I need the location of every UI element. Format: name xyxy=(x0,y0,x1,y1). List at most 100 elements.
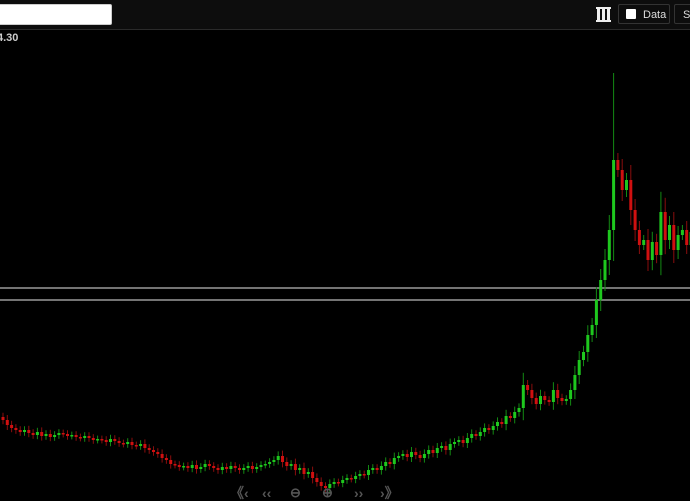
candle xyxy=(191,461,194,472)
candle xyxy=(569,383,572,405)
candlestick-chart[interactable] xyxy=(0,30,690,500)
candle xyxy=(384,457,387,470)
candle-body xyxy=(500,422,503,424)
candle-body xyxy=(518,408,521,412)
candle-body xyxy=(556,390,559,398)
candle-body xyxy=(247,466,250,468)
candle-body xyxy=(612,160,615,230)
candle-body xyxy=(92,438,95,440)
candle-body xyxy=(255,467,258,469)
candle xyxy=(389,458,392,468)
candle-body xyxy=(466,438,469,443)
candle xyxy=(621,159,624,201)
candle-body xyxy=(178,465,181,467)
candle-body xyxy=(156,452,159,454)
candle xyxy=(156,448,159,458)
candle-body xyxy=(350,478,353,480)
candle xyxy=(681,225,684,240)
candle-body xyxy=(393,458,396,464)
previous-icon[interactable]: ‹‹ xyxy=(262,486,271,500)
zoom-in-icon[interactable]: ⊕ xyxy=(322,486,333,500)
candle xyxy=(659,192,662,275)
candle xyxy=(195,460,198,473)
candle xyxy=(358,470,361,480)
candle xyxy=(634,199,637,241)
candle xyxy=(238,464,241,474)
candle-body xyxy=(475,434,478,436)
next-icon[interactable]: ›› xyxy=(354,486,363,500)
candle-body xyxy=(186,466,189,468)
candle xyxy=(143,439,146,452)
candle-body xyxy=(195,465,198,469)
candle xyxy=(19,426,22,436)
candle-body xyxy=(62,433,65,435)
candle xyxy=(608,215,611,275)
candle-body xyxy=(436,448,439,453)
candle xyxy=(638,221,641,254)
candle-body xyxy=(432,450,435,453)
candle xyxy=(556,384,559,404)
candle xyxy=(255,463,258,473)
candle-body xyxy=(96,439,99,441)
candle xyxy=(410,447,413,462)
candle-body xyxy=(453,442,456,444)
second-toolbar-button[interactable]: St xyxy=(674,4,690,24)
candle xyxy=(70,432,73,440)
candle-body xyxy=(659,212,662,255)
candle-body xyxy=(604,260,607,280)
candle xyxy=(453,438,456,448)
candle-body xyxy=(32,433,35,435)
candle xyxy=(169,455,172,468)
candle-body xyxy=(53,435,56,437)
candle-body xyxy=(285,462,288,466)
last-page-icon[interactable]: ›》 xyxy=(380,486,399,500)
candle-body xyxy=(27,430,30,433)
candle xyxy=(449,439,452,456)
candle xyxy=(518,403,521,416)
candle-body xyxy=(595,300,598,325)
candle xyxy=(496,417,499,430)
candle xyxy=(677,226,680,259)
candle xyxy=(371,464,374,474)
zoom-out-icon[interactable]: ⊖ xyxy=(290,486,301,500)
candle xyxy=(444,441,447,454)
candle-body xyxy=(462,440,465,443)
symbol-input[interactable] xyxy=(0,4,112,25)
candle xyxy=(36,428,39,439)
candle-body xyxy=(294,464,297,470)
candle xyxy=(298,464,301,474)
candle-body xyxy=(264,464,267,466)
candle xyxy=(427,445,430,458)
data-toggle-button[interactable]: Data xyxy=(618,4,670,24)
candle xyxy=(599,269,602,311)
candle-body xyxy=(23,430,26,432)
candle xyxy=(2,413,5,424)
candle-body xyxy=(45,434,48,436)
candle-body xyxy=(131,442,134,445)
second-button-label: St xyxy=(683,9,690,21)
candle-body xyxy=(208,464,211,466)
candle xyxy=(204,460,207,471)
candle-body xyxy=(118,441,121,443)
candle-body xyxy=(212,466,215,468)
candle xyxy=(470,429,473,442)
candle xyxy=(212,462,215,472)
candle xyxy=(285,457,288,470)
candle-body xyxy=(333,482,336,484)
candle-body xyxy=(358,474,361,476)
candle xyxy=(161,449,164,462)
candle-body xyxy=(561,398,564,401)
candle xyxy=(152,446,155,456)
candle-body xyxy=(169,460,172,464)
first-page-icon[interactable]: 《‹ xyxy=(230,486,249,500)
candle-body xyxy=(290,464,293,466)
candle xyxy=(242,464,245,474)
columns-icon[interactable] xyxy=(596,6,611,22)
candle xyxy=(217,464,220,474)
data-checkbox[interactable] xyxy=(626,9,636,19)
candle-body xyxy=(496,422,499,426)
candle xyxy=(350,475,353,483)
candle xyxy=(500,418,503,428)
candle-body xyxy=(410,452,413,457)
candle-body xyxy=(427,450,430,454)
